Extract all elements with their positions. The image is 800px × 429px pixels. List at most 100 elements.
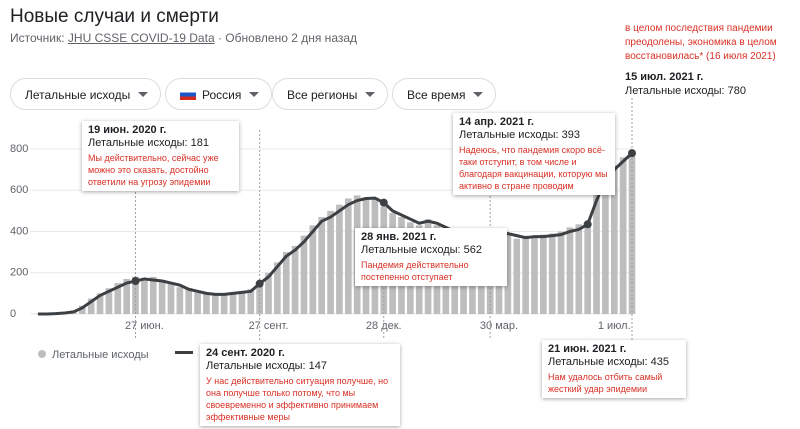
- bar: [540, 234, 547, 314]
- bar: [336, 204, 343, 314]
- note: Надеюсь, что пандемия скоро всё-таки отс…: [459, 145, 608, 191]
- y-tick-label: 800: [10, 143, 28, 155]
- filter[interactable]: Россия: [165, 78, 273, 110]
- bar: [87, 298, 95, 314]
- bar: [176, 287, 184, 314]
- tooltip-date: 19 июн. 2020 г.: [88, 124, 167, 136]
- bar: [282, 252, 290, 314]
- legend: Летальные исходы: [38, 349, 149, 361]
- bar: [274, 262, 281, 314]
- bar: [229, 292, 237, 314]
- note: Мы действительно, сейчас уже можно это с…: [88, 153, 219, 187]
- bar: [158, 279, 166, 314]
- tooltip-value: Летальные исходы: 147: [206, 360, 327, 372]
- bar: [619, 157, 627, 314]
- x-tick-label: 1 июл.: [598, 320, 631, 332]
- note: У нас действительно ситуация получше, но…: [206, 376, 389, 422]
- updated: · Обновлено 2 дня назад: [217, 31, 358, 45]
- y-tick-label: 400: [10, 225, 28, 237]
- bar: [602, 169, 609, 314]
- filter[interactable]: Все время: [392, 78, 497, 110]
- tooltip-date: 14 апр. 2021 г.: [459, 116, 534, 128]
- bar: [309, 225, 317, 314]
- bar: [114, 283, 122, 314]
- bar: [548, 233, 556, 314]
- tooltip-value: Летальные исходы: 181: [88, 137, 209, 149]
- point-marker: [583, 220, 592, 229]
- filter-label: Летальные исходы: [25, 88, 131, 102]
- tooltip: 24 сент. 2020 г. Летальные исходы: 147 У н…: [200, 344, 400, 426]
- bar: [247, 289, 255, 314]
- bar: [531, 237, 538, 314]
- bar: [327, 210, 334, 314]
- tooltip: 15 июл. 2021 г. Летальные исходы: 780: [625, 70, 746, 98]
- bar: [628, 153, 636, 314]
- x-tick-label: 27 июн.: [125, 320, 164, 332]
- tooltip: 14 апр. 2021 г. Летальные исходы: 393 Наде…: [453, 113, 615, 195]
- source: Источник: JHU CSSE COVID-19 Data · Обнов…: [10, 31, 357, 45]
- bar: [149, 276, 157, 314]
- tooltip-date: 21 июн. 2021 г.: [548, 343, 627, 355]
- bar: [141, 277, 148, 314]
- bar: [344, 198, 352, 314]
- filter[interactable]: Летальные исходы: [10, 78, 162, 110]
- legend-swatch: [175, 350, 193, 354]
- point-marker: [255, 279, 264, 288]
- point-marker: [131, 277, 140, 285]
- note: Пандемия действительно постепенно отступ…: [361, 260, 469, 282]
- filter-label: Россия: [202, 88, 242, 102]
- filter[interactable]: Все регионы: [272, 78, 389, 110]
- tooltip: 19 июн. 2020 г. Летальные исходы: 181 Мы д…: [82, 121, 239, 191]
- bar: [265, 272, 272, 314]
- y-tick-label: 200: [10, 267, 28, 279]
- title: Новые случаи и смерти: [10, 6, 219, 27]
- bar: [318, 217, 326, 314]
- tooltip: 21 июн. 2021 г. Летальные исходы: 435 Нам …: [542, 340, 686, 398]
- note: Нам удалось отбить самый жесткий удар эп…: [548, 372, 663, 394]
- bar: [584, 223, 591, 314]
- source-label: Источник:: [10, 31, 65, 45]
- bar: [123, 278, 130, 314]
- bar: [291, 245, 299, 314]
- bar: [79, 305, 86, 314]
- bar: [203, 293, 210, 314]
- legend-line: [175, 346, 193, 358]
- tooltip-date: 24 сент. 2020 г.: [206, 347, 285, 359]
- tooltip: 28 янв. 2021 г. Летальные исходы: 562 Панд…: [355, 228, 507, 286]
- bar: [300, 235, 308, 314]
- tooltip-value: Летальные исходы: 393: [459, 129, 580, 141]
- x-tick-label: 30 мар.: [480, 320, 518, 332]
- filter-label: Все регионы: [287, 88, 358, 102]
- tooltip-value: Летальные исходы: 435: [548, 356, 669, 368]
- bar: [211, 295, 219, 314]
- tooltip-date: 28 янв. 2021 г.: [361, 231, 437, 243]
- bar: [557, 231, 565, 314]
- bar: [185, 288, 193, 314]
- filter-label: Все время: [407, 88, 466, 102]
- bar: [513, 238, 521, 314]
- bar: [105, 288, 113, 314]
- tooltip-value: Летальные исходы: 562: [361, 244, 482, 256]
- bar: [566, 227, 574, 314]
- legend-swatch: [38, 350, 46, 358]
- y-tick-label: 600: [10, 184, 28, 196]
- point-marker: [628, 149, 636, 158]
- point-marker: [379, 198, 388, 207]
- legend-label: Летальные исходы: [52, 349, 149, 361]
- bar: [96, 293, 104, 314]
- bar: [575, 224, 583, 314]
- bar: [610, 165, 618, 314]
- bar: [504, 234, 512, 314]
- note: в целом последствия пандемии преодолены,…: [625, 23, 777, 62]
- bar: [220, 293, 228, 314]
- source-link[interactable]: JHU CSSE COVID-19 Data: [67, 31, 215, 45]
- y-tick-label: 0: [10, 308, 16, 320]
- x-tick-label: 27 сент.: [249, 320, 289, 332]
- flag: [180, 89, 196, 100]
- bar: [522, 235, 529, 314]
- bar: [132, 276, 139, 314]
- tooltip-date: 15 июл. 2021 г.: [625, 71, 704, 83]
- bar: [194, 292, 201, 314]
- bar: [167, 282, 175, 314]
